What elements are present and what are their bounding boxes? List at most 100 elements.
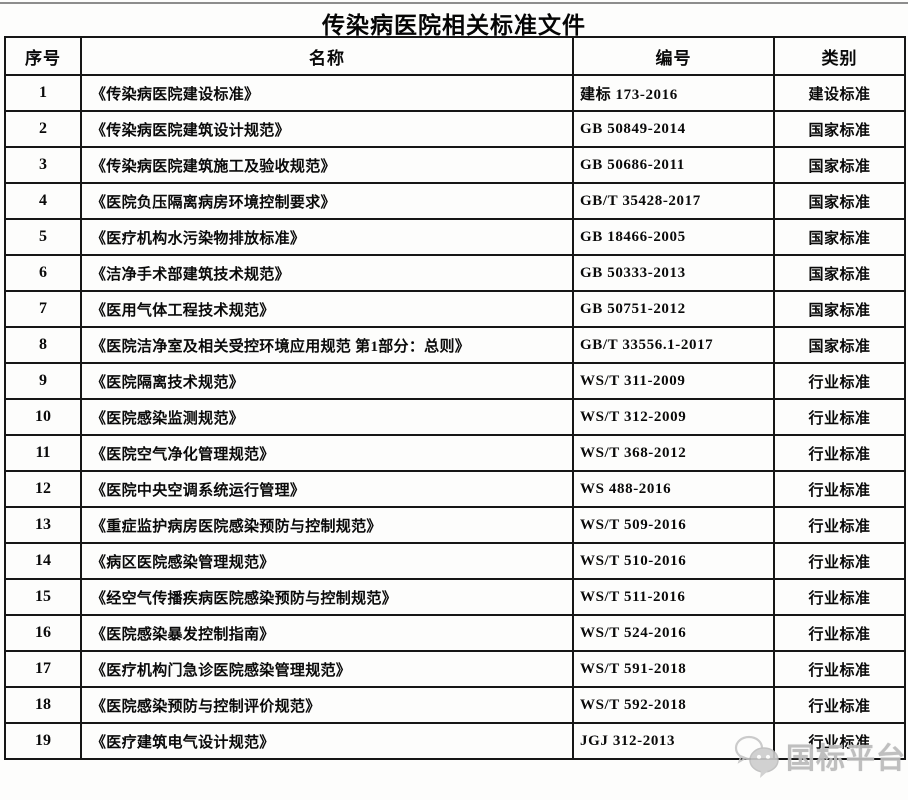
- top-divider: [0, 2, 908, 4]
- row-name-cell: 《传染病医院建筑设计规范》: [80, 110, 574, 148]
- row-category-cell: 国家标准: [773, 290, 906, 328]
- row-code-cell: GB 50686-2011: [572, 146, 775, 184]
- row-category-cell: 行业标准: [773, 650, 906, 688]
- row-code-cell: WS/T 368-2012: [572, 434, 775, 472]
- row-code-cell: GB/T 33556.1-2017: [572, 326, 775, 364]
- table-row: 9 《医院隔离技术规范》 WS/T 311-2009 行业标准: [4, 362, 906, 400]
- table-row: 2 《传染病医院建筑设计规范》 GB 50849-2014 国家标准: [4, 110, 906, 148]
- row-code-cell: GB 18466-2005: [572, 218, 775, 256]
- header-code: 编号: [572, 36, 775, 76]
- table-row: 13 《重症监护病房医院感染预防与控制规范》 WS/T 509-2016 行业标准: [4, 506, 906, 544]
- row-category-cell: 国家标准: [773, 254, 906, 292]
- row-name-cell: 《洁净手术部建筑技术规范》: [80, 254, 574, 292]
- row-category-cell: 行业标准: [773, 362, 906, 400]
- row-name-cell: 《医院中央空调系统运行管理》: [80, 470, 574, 508]
- row-name-cell: 《医用气体工程技术规范》: [80, 290, 574, 328]
- row-name-cell: 《经空气传播疾病医院感染预防与控制规范》: [80, 578, 574, 616]
- row-category-cell: 国家标准: [773, 146, 906, 184]
- row-index-cell: 10: [4, 398, 82, 436]
- table-row: 3 《传染病医院建筑施工及验收规范》 GB 50686-2011 国家标准: [4, 146, 906, 184]
- table-row: 8 《医院洁净室及相关受控环境应用规范 第1部分：总则》 GB/T 33556.1-…: [4, 326, 906, 364]
- row-category-cell: 建设标准: [773, 74, 906, 112]
- table-row: 15 《经空气传播疾病医院感染预防与控制规范》 WS/T 511-2016 行业标准: [4, 578, 906, 616]
- row-category-cell: 国家标准: [773, 218, 906, 256]
- row-category-cell: 国家标准: [773, 110, 906, 148]
- row-code-cell: GB/T 35428-2017: [572, 182, 775, 220]
- row-code-cell: JGJ 312-2013: [572, 722, 775, 760]
- row-index-cell: 11: [4, 434, 82, 472]
- row-category-cell: 行业标准: [773, 578, 906, 616]
- row-code-cell: WS/T 312-2009: [572, 398, 775, 436]
- row-category-cell: 行业标准: [773, 398, 906, 436]
- row-name-cell: 《传染病医院建设标准》: [80, 74, 574, 112]
- row-index-cell: 7: [4, 290, 82, 328]
- row-code-cell: WS/T 509-2016: [572, 506, 775, 544]
- row-name-cell: 《医院隔离技术规范》: [80, 362, 574, 400]
- table-row: 5 《医疗机构水污染物排放标准》 GB 18466-2005 国家标准: [4, 218, 906, 256]
- row-index-cell: 3: [4, 146, 82, 184]
- row-index-cell: 1: [4, 74, 82, 112]
- row-index-cell: 6: [4, 254, 82, 292]
- header-category: 类别: [773, 36, 906, 76]
- table-row: 14 《病区医院感染管理规范》 WS/T 510-2016 行业标准: [4, 542, 906, 580]
- header-name: 名称: [80, 36, 574, 76]
- row-code-cell: GB 50751-2012: [572, 290, 775, 328]
- row-index-cell: 2: [4, 110, 82, 148]
- row-name-cell: 《医疗机构门急诊医院感染管理规范》: [80, 650, 574, 688]
- row-index-cell: 8: [4, 326, 82, 364]
- table-row: 10 《医院感染监测规范》 WS/T 312-2009 行业标准: [4, 398, 906, 436]
- table-header: 序号 名称 编号 类别: [4, 36, 906, 76]
- row-code-cell: WS/T 511-2016: [572, 578, 775, 616]
- table-row: 4 《医院负压隔离病房环境控制要求》 GB/T 35428-2017 国家标准: [4, 182, 906, 220]
- row-code-cell: WS/T 524-2016: [572, 614, 775, 652]
- row-category-cell: 行业标准: [773, 470, 906, 508]
- standards-table: 序号 名称 编号 类别 1 《传染病医院建设标准》 建标 173-2016 建设标准 2…: [4, 36, 906, 760]
- table-body: 1 《传染病医院建设标准》 建标 173-2016 建设标准 2 《传染病医院建筑设计规范…: [4, 74, 906, 760]
- table-row: 17 《医疗机构门急诊医院感染管理规范》 WS/T 591-2018 行业标准: [4, 650, 906, 688]
- row-name-cell: 《医院感染暴发控制指南》: [80, 614, 574, 652]
- row-index-cell: 13: [4, 506, 82, 544]
- row-name-cell: 《传染病医院建筑施工及验收规范》: [80, 146, 574, 184]
- row-category-cell: 国家标准: [773, 326, 906, 364]
- row-index-cell: 16: [4, 614, 82, 652]
- row-name-cell: 《病区医院感染管理规范》: [80, 542, 574, 580]
- row-name-cell: 《医疗机构水污染物排放标准》: [80, 218, 574, 256]
- row-name-cell: 《医院负压隔离病房环境控制要求》: [80, 182, 574, 220]
- page-title: 传染病医院相关标准文件: [322, 13, 586, 38]
- row-index-cell: 15: [4, 578, 82, 616]
- row-index-cell: 9: [4, 362, 82, 400]
- row-code-cell: WS/T 311-2009: [572, 362, 775, 400]
- header-row: 序号 名称 编号 类别: [4, 36, 906, 76]
- row-category-cell: 行业标准: [773, 614, 906, 652]
- row-name-cell: 《医院空气净化管理规范》: [80, 434, 574, 472]
- table-row: 19 《医疗建筑电气设计规范》 JGJ 312-2013 行业标准: [4, 722, 906, 760]
- header-index: 序号: [4, 36, 82, 76]
- row-name-cell: 《医院洁净室及相关受控环境应用规范 第1部分：总则》: [80, 326, 574, 364]
- row-code-cell: 建标 173-2016: [572, 74, 775, 112]
- row-code-cell: WS/T 510-2016: [572, 542, 775, 580]
- table-row: 12 《医院中央空调系统运行管理》 WS 488-2016 行业标准: [4, 470, 906, 508]
- row-category-cell: 国家标准: [773, 182, 906, 220]
- row-name-cell: 《重症监护病房医院感染预防与控制规范》: [80, 506, 574, 544]
- table-row: 16 《医院感染暴发控制指南》 WS/T 524-2016 行业标准: [4, 614, 906, 652]
- row-index-cell: 12: [4, 470, 82, 508]
- row-name-cell: 《医院感染预防与控制评价规范》: [80, 686, 574, 724]
- table-row: 7 《医用气体工程技术规范》 GB 50751-2012 国家标准: [4, 290, 906, 328]
- row-index-cell: 18: [4, 686, 82, 724]
- row-code-cell: WS/T 591-2018: [572, 650, 775, 688]
- row-category-cell: 行业标准: [773, 686, 906, 724]
- row-category-cell: 行业标准: [773, 722, 906, 760]
- row-index-cell: 19: [4, 722, 82, 760]
- table-row: 6 《洁净手术部建筑技术规范》 GB 50333-2013 国家标准: [4, 254, 906, 292]
- row-code-cell: WS/T 592-2018: [572, 686, 775, 724]
- row-index-cell: 4: [4, 182, 82, 220]
- row-code-cell: GB 50849-2014: [572, 110, 775, 148]
- row-code-cell: GB 50333-2013: [572, 254, 775, 292]
- row-name-cell: 《医疗建筑电气设计规范》: [80, 722, 574, 760]
- row-index-cell: 17: [4, 650, 82, 688]
- row-code-cell: WS 488-2016: [572, 470, 775, 508]
- table-row: 11 《医院空气净化管理规范》 WS/T 368-2012 行业标准: [4, 434, 906, 472]
- row-category-cell: 行业标准: [773, 542, 906, 580]
- row-category-cell: 行业标准: [773, 434, 906, 472]
